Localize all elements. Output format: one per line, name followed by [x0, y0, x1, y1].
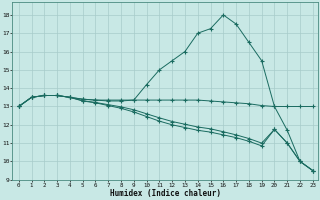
X-axis label: Humidex (Indice chaleur): Humidex (Indice chaleur): [110, 189, 220, 198]
